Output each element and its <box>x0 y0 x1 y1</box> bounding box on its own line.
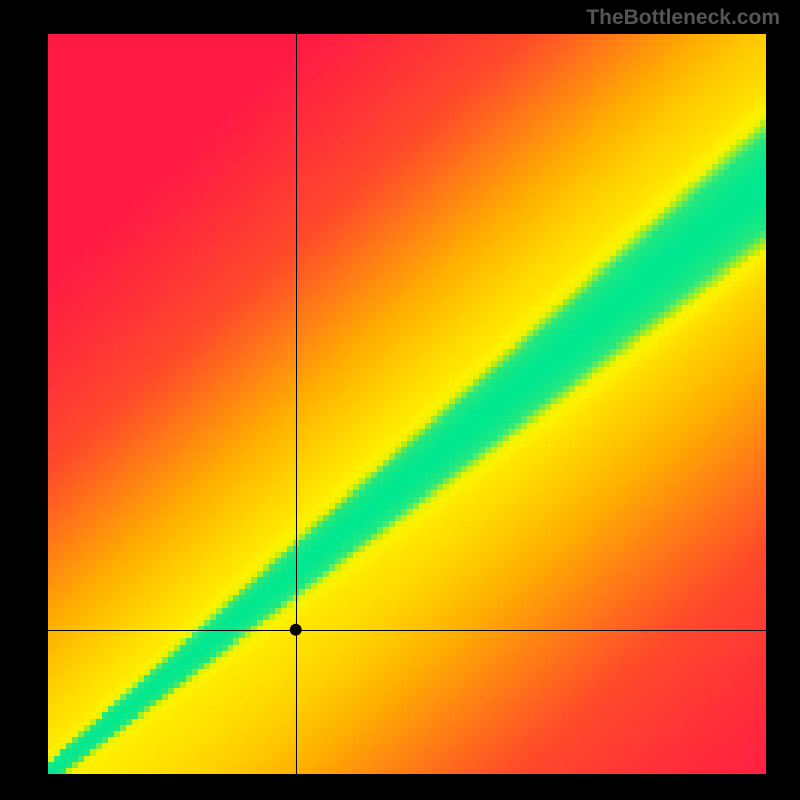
heatmap-canvas <box>48 34 766 774</box>
watermark-text: TheBottleneck.com <box>586 6 780 30</box>
heatmap-plot <box>48 34 766 774</box>
